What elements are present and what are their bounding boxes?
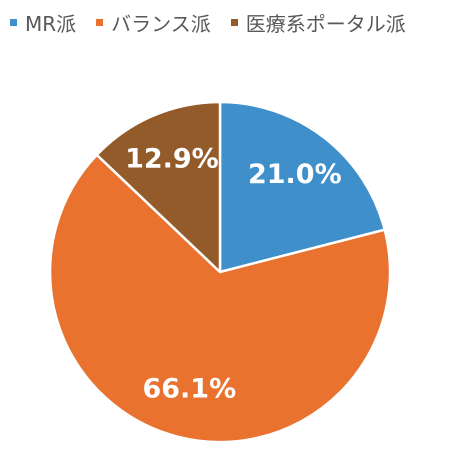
legend-label-balance: バランス派 [111, 12, 211, 36]
slice-label-mr: 21.0% [248, 159, 342, 190]
chart-legend: MR派 バランス派 医療系ポータル派 [10, 8, 406, 37]
legend-label-mr: MR派 [25, 12, 77, 36]
pie-slices [48, 100, 392, 444]
slice-label-portal: 12.9% [125, 143, 219, 174]
legend-swatch-mr [10, 19, 17, 26]
slice-label-balance: 66.1% [142, 374, 236, 405]
legend-item-portal: 医療系ポータル派 [230, 8, 406, 37]
legend-swatch-balance [96, 19, 104, 26]
pie-slice-portal [95, 100, 222, 274]
legend-item-balance: バランス派 [96, 8, 211, 37]
legend-item-mr: MR派 [10, 8, 76, 37]
pie-slice-balance [48, 153, 392, 444]
legend-label-portal: 医療系ポータル派 [245, 12, 406, 36]
pie-data-labels: 21.0% 66.1% 12.9% [125, 143, 342, 404]
legend-swatch-portal [230, 19, 238, 26]
pie-slice-mr [218, 100, 386, 274]
